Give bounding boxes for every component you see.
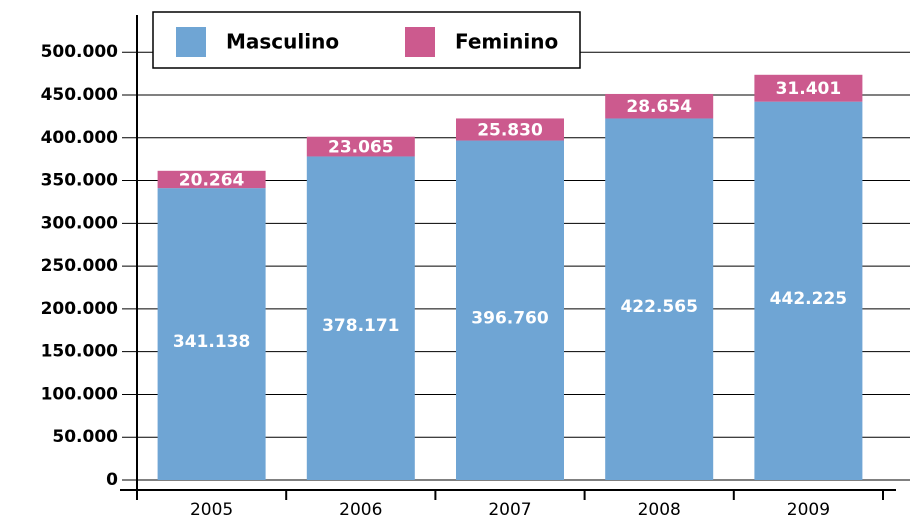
legend-swatch [176, 27, 206, 57]
value-label: 20.264 [179, 170, 245, 190]
bar-segment [605, 118, 714, 480]
y-tick-label: 450.000 [41, 85, 119, 105]
x-tick-label: 2009 [787, 500, 830, 520]
value-label: 28.654 [626, 97, 692, 117]
x-tick-label: 2005 [190, 500, 233, 520]
value-label: 23.065 [328, 138, 394, 158]
x-tick-label: 2007 [488, 500, 531, 520]
y-tick-label: 100.000 [41, 384, 119, 404]
value-label: 422.565 [620, 297, 697, 317]
x-tick-label: 2008 [638, 500, 681, 520]
y-tick-label: 250.000 [41, 256, 119, 276]
value-label: 341.138 [173, 332, 250, 352]
legend-label: Masculino [226, 30, 339, 54]
legend-box [152, 11, 581, 69]
y-tick-label: 300.000 [41, 213, 119, 233]
y-tick-label: 150.000 [41, 342, 119, 362]
x-tick-label: 2006 [339, 500, 382, 520]
bar-segment [306, 156, 415, 480]
bar-segment [157, 188, 266, 480]
value-label: 31.401 [776, 79, 842, 99]
bar-segment [157, 170, 266, 189]
value-label: 442.225 [770, 289, 847, 309]
value-label: 25.830 [477, 121, 543, 141]
bar-segment [306, 136, 415, 157]
bar-segment [456, 140, 564, 480]
y-tick-label: 400.000 [41, 128, 119, 148]
value-label: 378.171 [322, 316, 399, 336]
y-tick-label: 0 [106, 470, 118, 490]
bar-segment [754, 101, 863, 480]
legend-label: Feminino [455, 30, 558, 54]
bar-segment [754, 74, 863, 102]
y-tick-label: 200.000 [41, 299, 119, 319]
value-label: 396.760 [471, 308, 549, 328]
y-tick-label: 350.000 [41, 171, 119, 191]
bar-segment [456, 118, 564, 141]
y-tick-label: 500.000 [41, 42, 119, 62]
legend-swatch [405, 27, 435, 57]
y-tick-label: 50.000 [52, 427, 118, 447]
bar-segment [605, 93, 714, 119]
